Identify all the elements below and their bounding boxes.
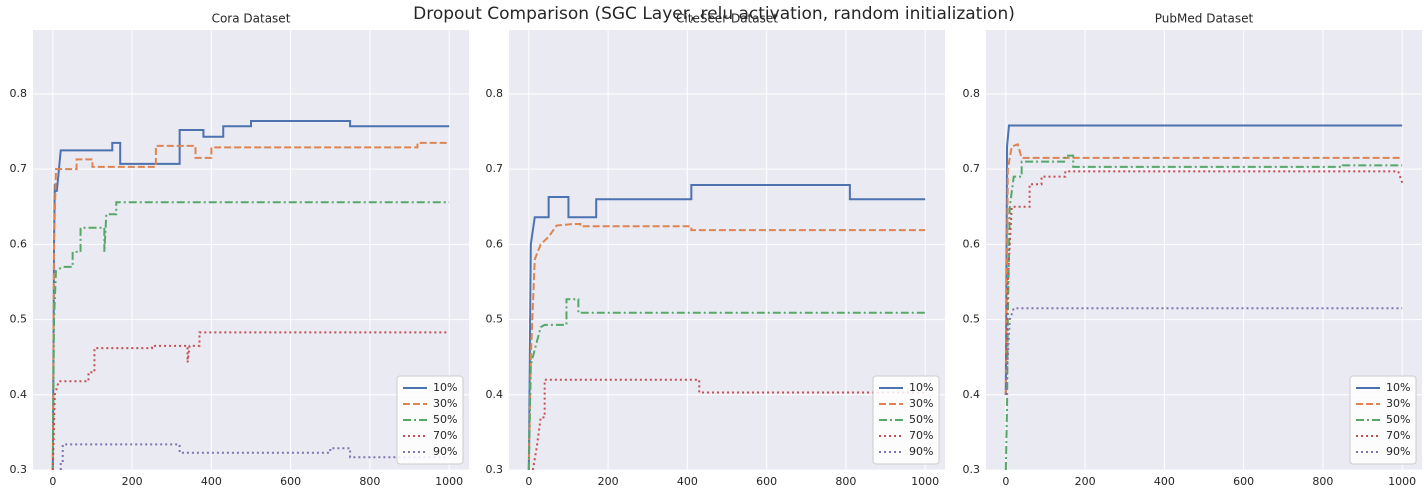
x-tick-label: 800: [359, 475, 380, 488]
series-line: [59, 443, 450, 470]
x-tick-label: 600: [1233, 475, 1254, 488]
x-tick-label: 600: [280, 475, 301, 488]
series-line: [51, 331, 450, 470]
legend-label: 70%: [433, 429, 457, 442]
series-line: [1004, 143, 1403, 395]
y-tick-label: 0.6: [486, 237, 504, 250]
plot-area: [986, 30, 1422, 470]
legend-label: 50%: [909, 413, 933, 426]
series-line: [51, 120, 450, 470]
figure-title: Dropout Comparison (SGC Layer, relu acti…: [413, 4, 1015, 24]
series-line: [527, 298, 926, 470]
legend-label: 70%: [909, 429, 933, 442]
x-tick-label: 0: [49, 475, 56, 488]
legend-label: 70%: [1386, 429, 1410, 442]
legend-label: 30%: [1386, 397, 1410, 410]
series-line: [531, 378, 926, 470]
y-tick-label: 0.6: [963, 237, 981, 250]
x-tick-label: 1000: [1388, 475, 1416, 488]
x-tick-label: 200: [1075, 475, 1096, 488]
legend-label: 50%: [433, 413, 457, 426]
series-line: [51, 141, 450, 470]
legend-label: 30%: [433, 397, 457, 410]
x-tick-label: 800: [1312, 475, 1333, 488]
y-tick-label: 0.3: [963, 463, 981, 476]
legend-label: 90%: [909, 445, 933, 458]
x-tick-label: 200: [598, 475, 619, 488]
y-tick-label: 0.3: [486, 463, 504, 476]
legend-label: 10%: [433, 381, 457, 394]
series-line: [527, 183, 926, 470]
y-tick-label: 0.7: [963, 162, 981, 175]
plot-area: [509, 30, 945, 470]
plot-area: [33, 30, 469, 470]
series-line: [527, 223, 926, 470]
legend-box: [872, 375, 940, 465]
x-tick-label: 0: [525, 475, 532, 488]
y-tick-label: 0.6: [10, 237, 28, 250]
x-tick-label: 400: [1154, 475, 1175, 488]
x-tick-label: 400: [677, 475, 698, 488]
series-line: [1004, 307, 1403, 395]
legend-label: 10%: [1386, 381, 1410, 394]
legend-label: 90%: [1386, 445, 1410, 458]
legend-label: 30%: [909, 397, 933, 410]
legend-label: 90%: [433, 445, 457, 458]
y-tick-label: 0.7: [486, 162, 504, 175]
y-tick-label: 0.4: [10, 388, 28, 401]
legend-label: 10%: [909, 381, 933, 394]
x-tick-label: 1000: [911, 475, 939, 488]
y-tick-label: 0.5: [486, 313, 504, 326]
series-line: [1004, 170, 1404, 395]
y-tick-label: 0.8: [963, 87, 981, 100]
chart-title: CiteSeer Dataset: [676, 12, 778, 26]
x-tick-label: 1000: [435, 475, 463, 488]
legend-box: [396, 375, 464, 465]
y-tick-label: 0.3: [10, 463, 28, 476]
y-tick-label: 0.5: [963, 313, 981, 326]
legend-box: [1349, 375, 1417, 465]
x-tick-label: 600: [756, 475, 777, 488]
x-tick-label: 200: [122, 475, 143, 488]
chart-title: Cora Dataset: [212, 12, 291, 26]
x-tick-label: 800: [835, 475, 856, 488]
series-line: [1004, 154, 1403, 470]
chart-title: PubMed Dataset: [1155, 12, 1254, 26]
y-tick-label: 0.4: [486, 388, 504, 401]
x-tick-label: 400: [201, 475, 222, 488]
y-tick-label: 0.7: [10, 162, 28, 175]
legend-label: 50%: [1386, 413, 1410, 426]
y-tick-label: 0.4: [963, 388, 981, 401]
y-tick-label: 0.5: [10, 313, 28, 326]
y-tick-label: 0.8: [486, 87, 504, 100]
series-line: [51, 201, 450, 470]
x-tick-label: 0: [1002, 475, 1009, 488]
y-tick-label: 0.8: [10, 87, 28, 100]
